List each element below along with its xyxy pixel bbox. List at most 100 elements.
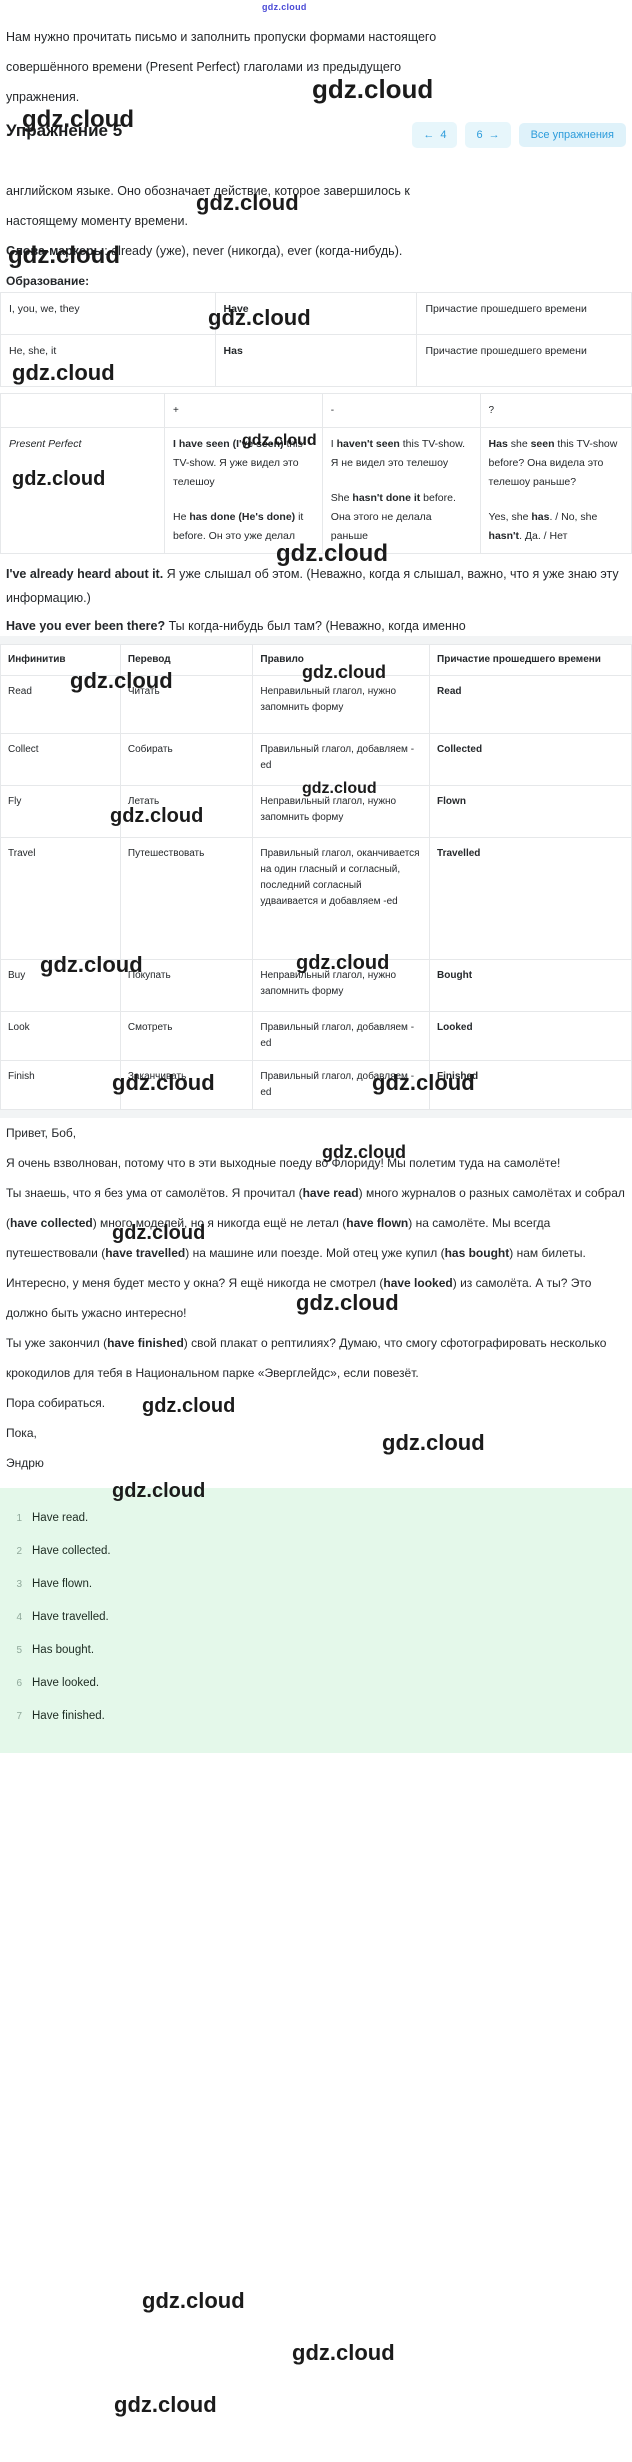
exercise-header: Упражнение 5 ← 4 6 → Все упражнения	[0, 112, 632, 150]
formation-table: I, you, we, they Have Причастие прошедше…	[0, 292, 632, 387]
answer-number: 7	[16, 1711, 22, 1722]
answer-text: Have read.	[32, 1512, 89, 1524]
formation-aux: Have	[214, 292, 418, 335]
verb-rule: Неправильный глагол, нужно запомнить фор…	[252, 785, 431, 838]
pp-affirmative-cell: I have seen (I've seen) this TV-show. Я …	[164, 427, 323, 554]
pp-q-2-mid: . / No, she	[549, 511, 598, 523]
verb-infinitive: Read	[0, 675, 121, 734]
table-row: Collect Собирать Правильный глагол, доба…	[0, 733, 632, 786]
pp-q-1-rest: this TV-show before? Она видела это теле…	[488, 438, 618, 488]
pp-q-2-pre: Yes, she	[488, 511, 532, 523]
verb-infinitive: Travel	[0, 837, 121, 960]
theory-line-1: английском языке. Оно обозначает действи…	[6, 184, 410, 198]
pp-minus-1-rest: this TV-show. Я не видел это телешоу	[330, 438, 466, 469]
intro-line-1: Нам нужно прочитать письмо и заполнить п…	[6, 30, 437, 44]
answer-number: 1	[16, 1513, 22, 1524]
formation-label: Образование:	[6, 274, 90, 288]
verb-translation: Заканчивать	[119, 1060, 254, 1110]
table-row: Read Читать Неправильный глагол, нужно з…	[0, 675, 632, 734]
formation-aux: Has	[214, 334, 418, 387]
letter-paragraph-4: Пора собираться.	[6, 1396, 106, 1410]
letter-answer-2: have collected	[10, 1216, 93, 1230]
prev-exercise-label: 4	[440, 129, 447, 141]
answer-number: 3	[16, 1579, 22, 1590]
intro-line-3: упражнения.	[6, 90, 80, 104]
answer-text: Have looked.	[32, 1677, 100, 1689]
exercise-nav: ← 4 6 → Все упражнения	[412, 118, 626, 148]
table-row: He, she, it Has Причастие прошедшего вре…	[0, 334, 632, 387]
letter-signature: Эндрю	[6, 1456, 44, 1470]
all-exercises-button[interactable]: Все упражнения	[518, 123, 626, 147]
example-2: Have you ever been there? Ты когда-нибуд…	[0, 614, 632, 636]
letter-p2-b: ) много журналов о разных самолётах и со…	[6, 1186, 625, 1230]
example-1-rest: Я уже слышал об этом. (Неважно, когда я …	[6, 567, 619, 605]
letter-p2-f: ) нам билеты. Интересно, у меня будет ме…	[6, 1246, 586, 1290]
verbs-header-rule: Правило	[252, 644, 431, 676]
pp-minus-1-bold: haven't seen	[336, 438, 400, 450]
prev-exercise-button[interactable]: ← 4	[412, 122, 458, 148]
verb-infinitive: Collect	[0, 733, 121, 786]
verb-infinitive: Look	[0, 1011, 121, 1061]
verb-translation: Собирать	[119, 733, 254, 786]
formation-participle: Причастие прошедшего времени	[416, 292, 632, 335]
theory-block: английском языке. Оно обозначает действи…	[0, 150, 632, 266]
verbs-header-infinitive: Инфинитив	[0, 644, 121, 676]
verb-rule: Правильный глагол, оканчивается на один …	[252, 837, 431, 960]
next-exercise-label: 6	[476, 129, 483, 141]
pp-question-cell: Has she seen this TV-show before? Она ви…	[479, 427, 632, 554]
answer-text: Have flown.	[32, 1578, 93, 1590]
pp-plus-1-bold: I have seen (I've seen)	[173, 438, 284, 450]
verb-translation: Путешествовать	[119, 837, 254, 960]
list-item: 4 Have travelled.	[6, 1601, 626, 1634]
pp-minus-header: -	[321, 393, 481, 428]
verb-translation: Читать	[119, 675, 254, 734]
pp-q-2-rest: . Да. / Нет	[519, 530, 568, 542]
letter-answer-4: have travelled	[105, 1246, 186, 1260]
pp-plus-2-pre: He	[173, 511, 190, 523]
pp-minus-2-rest: before. Она этого не делала раньше	[330, 492, 456, 542]
verb-participle: Looked	[429, 1011, 632, 1061]
answer-number: 5	[16, 1645, 22, 1656]
table-header-row: Инфинитив Перевод Правило Причастие прош…	[0, 644, 632, 676]
verbs-header-participle: Причастие прошедшего времени	[429, 644, 632, 676]
list-item: 3 Have flown.	[6, 1568, 626, 1601]
pp-q-1-pre: Has	[488, 438, 508, 450]
pp-q-1-mid: she	[507, 438, 531, 450]
watermark: gdz.cloud	[142, 2288, 245, 2313]
letter-p2-a: Ты знаешь, что я без ума от самолётов. Я…	[6, 1186, 303, 1200]
verb-infinitive: Buy	[0, 959, 121, 1012]
letter-answer-7: have finished	[107, 1336, 184, 1350]
formation-subject: I, you, we, they	[0, 292, 216, 335]
letter-greeting: Привет, Боб,	[6, 1126, 77, 1140]
pp-plus-1-rest: this TV-show. Я уже видел это телешоу	[173, 438, 303, 488]
next-exercise-button[interactable]: 6 →	[465, 122, 511, 148]
verb-rule: Правильный глагол, добавляем -ed	[252, 1060, 431, 1110]
verb-infinitive: Fly	[0, 785, 121, 838]
answer-text: Have collected.	[32, 1545, 111, 1557]
verb-translation: Покупать	[119, 959, 254, 1012]
letter-answer-6: have looked	[383, 1276, 453, 1290]
verb-translation: Смотреть	[119, 1011, 254, 1061]
pp-question-header: ?	[479, 393, 632, 428]
answers-block: 1 Have read. 2 Have collected. 3 Have fl…	[0, 1488, 632, 1753]
list-item: 7 Have finished.	[6, 1700, 626, 1733]
example-2-bold: Have you ever been there?	[6, 619, 166, 633]
table-row: Fly Летать Неправильный глагол, нужно за…	[0, 785, 632, 838]
table-row: Look Смотреть Правильный глагол, добавля…	[0, 1011, 632, 1061]
verb-participle: Bought	[429, 959, 632, 1012]
letter-paragraph-2: Ты знаешь, что я без ума от самолётов. Я…	[6, 1178, 626, 1328]
watermark: gdz.cloud	[114, 2392, 217, 2417]
markers-label: Слова-маркеры	[6, 244, 105, 258]
letter-paragraph-1: Я очень взволнован, потому что в эти вых…	[6, 1156, 561, 1170]
table-row: Travel Путешествовать Правильный глагол,…	[0, 837, 632, 960]
letter-paragraph-3: Ты уже закончил (have finished) свой пла…	[6, 1328, 626, 1388]
letter-p2-d: ) на самолёте. Мы всегда путешествовали …	[6, 1216, 551, 1260]
pp-minus-2-bold: hasn't done it	[352, 492, 421, 504]
pp-corner	[0, 393, 166, 428]
verb-rule: Правильный глагол, добавляем -ed	[252, 733, 431, 786]
letter-p3-a: Ты уже закончил (	[6, 1336, 108, 1350]
table-row: Buy Покупать Неправильный глагол, нужно …	[0, 959, 632, 1012]
verb-rule: Правильный глагол, добавляем -ed	[252, 1011, 431, 1061]
verb-rule: Неправильный глагол, нужно запомнить фор…	[252, 959, 431, 1012]
